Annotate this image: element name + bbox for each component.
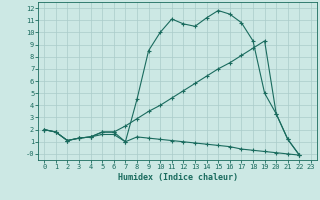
X-axis label: Humidex (Indice chaleur): Humidex (Indice chaleur)	[118, 173, 238, 182]
